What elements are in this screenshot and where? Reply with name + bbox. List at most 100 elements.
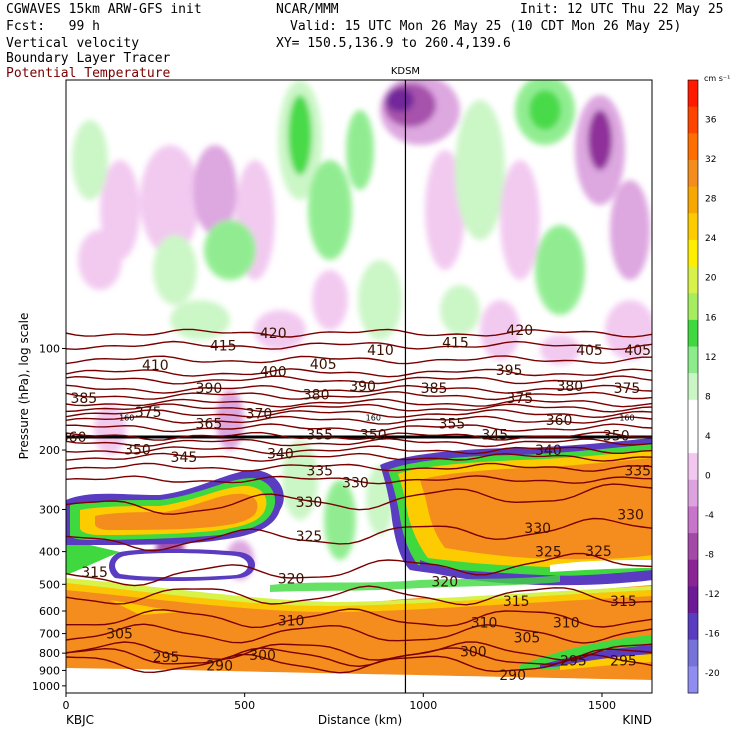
theta-contour-label: 320: [278, 571, 305, 587]
theta-contour-label: 300: [460, 644, 487, 660]
theta-contour-label: 365: [196, 417, 223, 433]
colorbar-swatch: [688, 613, 698, 641]
theta-contour-label: 290: [499, 668, 526, 684]
theta-contour-330: [66, 483, 652, 515]
colorbar: 36 32 28 24 20 16 12 8 4 0 -4 -8 -12 -16 -20: [687, 79, 720, 694]
theta-contour-290: [66, 653, 652, 674]
org-label: NCAR/MMM: [276, 2, 339, 17]
theta-contour-label: 305: [106, 627, 133, 643]
theta-contour-335: [66, 475, 652, 485]
y-tick-label: 800: [39, 647, 60, 660]
theta-contour-420: [66, 328, 652, 338]
theta-contour-300: [66, 641, 652, 661]
theta-contour-405: [66, 368, 652, 378]
colorbar-label: 16: [705, 313, 717, 323]
tracer-contour-label: 160: [119, 413, 134, 422]
y-tick-label: 900: [39, 664, 60, 677]
y-tick-label: 300: [39, 503, 60, 516]
forecast-hour: Fcst: 99 h: [6, 19, 100, 34]
field-vertical-velocity: Vertical velocity: [6, 36, 140, 51]
theta-contour-label: 315: [503, 594, 530, 610]
theta-contour-355: [66, 437, 652, 448]
theta-contour-label: 330: [296, 495, 323, 511]
colorbar-swatch: [688, 426, 698, 454]
theta-contour-label: 410: [367, 343, 394, 359]
theta-contour-label: 415: [210, 339, 237, 355]
theta-contour-label: 375: [614, 381, 641, 397]
theta-contour-label: 405: [576, 343, 603, 359]
colorbar-swatch: [688, 239, 698, 268]
colorbar-swatch: [688, 639, 698, 667]
colorbar-label: 24: [705, 234, 717, 244]
colorbar-swatch: [688, 453, 698, 481]
tracer-contour-label: 160: [619, 413, 634, 422]
kdsm-label: KDSM: [391, 66, 420, 77]
theta-contour-label: 360: [546, 413, 573, 429]
theta-contour-label: 340: [267, 447, 294, 463]
theta-contour-label: 300: [249, 648, 276, 664]
theta-contour-label: 315: [610, 594, 637, 610]
theta-contour-label: 295: [610, 653, 637, 669]
theta-contour-415: [66, 340, 652, 351]
theta-contour-label: 330: [617, 507, 644, 523]
y-axis-title: Pressure (hPa), log scale: [17, 313, 31, 460]
x-tick-label: 1000: [409, 699, 437, 712]
y-tick-label: 700: [39, 628, 60, 641]
theta-contour-295: [66, 647, 652, 668]
colorbar-swatch: [688, 533, 698, 561]
theta-contour-label: 345: [481, 428, 508, 444]
theta-contour-label: 415: [442, 336, 469, 352]
theta-contour-label: 405: [310, 357, 337, 373]
field-potential-temperature: Potential Temperature: [6, 66, 171, 81]
colorbar-swatch: [688, 506, 698, 534]
theta-contour-label: 305: [514, 631, 541, 647]
theta-contour-305: [66, 623, 652, 644]
theta-contour-label: 350: [603, 428, 630, 444]
theta-contour-395: [66, 384, 652, 394]
x-axis: 0 500 1000 1500: [63, 693, 616, 712]
western-plume: [66, 470, 284, 581]
cross-section-endpoints: XY= 150.5,136.9 to 260.4,139.6: [276, 36, 511, 51]
theta-contour-325: [66, 517, 652, 552]
theta-contour-375: [66, 408, 652, 419]
theta-contour-label: 360: [60, 430, 87, 446]
colorbar-swatch: [688, 293, 698, 321]
x-tick-label: 0: [63, 699, 70, 712]
theta-contour-385: [66, 398, 652, 408]
colorbar-swatch: [688, 373, 698, 401]
colorbar-label: 4: [705, 432, 711, 442]
theta-contour-label: 310: [471, 616, 498, 632]
colorbar-label: 12: [705, 353, 716, 363]
theta-contour-320: [66, 552, 652, 587]
theta-contour-label: 295: [153, 650, 180, 666]
theta-contour-label: 295: [560, 653, 587, 669]
theta-contour-370: [66, 415, 652, 425]
colorbar-swatch: [688, 346, 698, 374]
theta-contour-310: [66, 608, 652, 629]
y-tick-label: 200: [39, 444, 60, 457]
y-tick-label: 100: [39, 342, 60, 355]
theta-contour-label: 375: [135, 405, 162, 421]
colorbar-swatch: [688, 319, 698, 348]
colorbar-unit: cm s⁻¹: [704, 74, 730, 83]
right-endpoint-label: KIND: [622, 713, 652, 727]
colorbar-label: -8: [705, 551, 714, 561]
theta-contour-360: [66, 431, 652, 441]
theta-contour-340: [66, 462, 652, 472]
theta-contour-label: 325: [585, 544, 612, 560]
theta-contour-315: [66, 585, 652, 606]
tracer-contour-labels: 160 160 160: [119, 413, 635, 422]
theta-contour-380: [66, 403, 652, 413]
left-endpoint-label: KBJC: [66, 713, 94, 727]
theta-contour-410: [66, 355, 652, 365]
theta-contours: [66, 328, 652, 674]
colorbar-swatch: [688, 159, 698, 188]
theta-contour-label: 325: [535, 545, 562, 561]
field-boundary-layer-tracer: Boundary Layer Tracer: [6, 51, 171, 66]
colorbar-label: -16: [705, 630, 720, 640]
theta-contour-label: 390: [349, 379, 376, 395]
colorbar-swatch: [688, 559, 698, 587]
theta-contour-label: 410: [142, 358, 169, 374]
theta-contour-label: 310: [278, 613, 305, 629]
